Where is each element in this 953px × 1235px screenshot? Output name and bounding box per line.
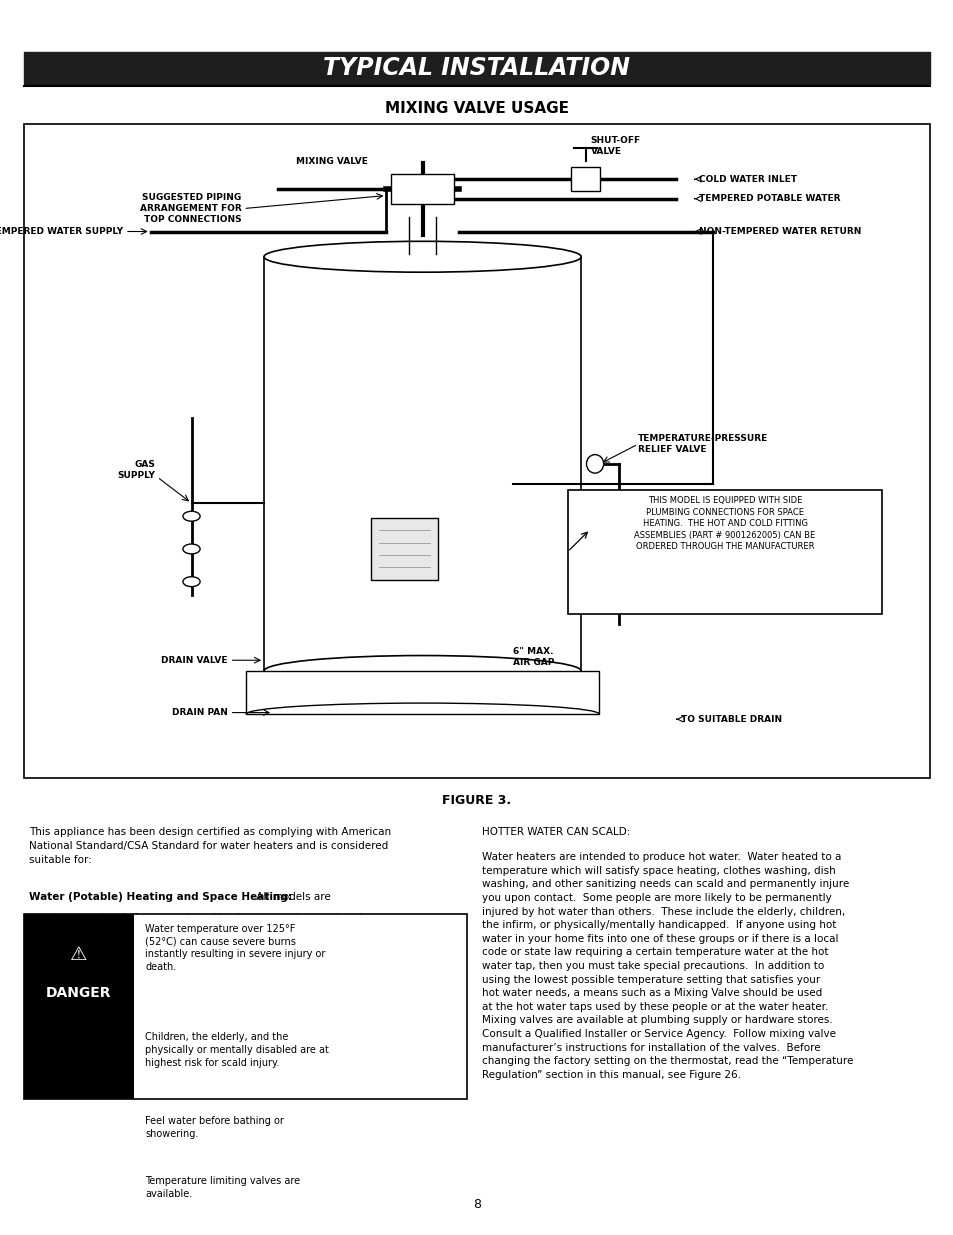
Bar xyxy=(371,519,437,580)
Text: THIS MODEL IS EQUIPPED WITH SIDE
PLUMBING CONNECTIONS FOR SPACE
HEATING.  THE HO: THIS MODEL IS EQUIPPED WITH SIDE PLUMBIN… xyxy=(634,496,815,551)
Text: 6" MAX.
AIR GAP: 6" MAX. AIR GAP xyxy=(513,647,554,667)
Text: TYPICAL INSTALLATION: TYPICAL INSTALLATION xyxy=(323,56,630,80)
Ellipse shape xyxy=(183,577,200,587)
Text: Feel water before bathing or
showering.: Feel water before bathing or showering. xyxy=(145,1116,284,1139)
Text: Water temperature over 125°F
(52°C) can cause severe burns
instantly resulting i: Water temperature over 125°F (52°C) can … xyxy=(145,924,325,972)
Text: 8: 8 xyxy=(473,1198,480,1210)
Text: Water (Potable) Heating and Space Heating:: Water (Potable) Heating and Space Heatin… xyxy=(29,892,292,902)
Text: FIGURE 3.: FIGURE 3. xyxy=(442,794,511,808)
Text: ⚠: ⚠ xyxy=(70,945,88,963)
Text: considered suitable for water (potable) heating and space heating.: considered suitable for water (potable) … xyxy=(29,913,378,923)
Text: TEMPERATURE-PRESSURE
RELIEF VALVE: TEMPERATURE-PRESSURE RELIEF VALVE xyxy=(638,435,767,454)
Ellipse shape xyxy=(586,454,603,473)
Bar xyxy=(24,52,929,84)
Text: NON-TEMPERED WATER SUPPLY: NON-TEMPERED WATER SUPPLY xyxy=(0,227,123,236)
Text: SUGGESTED PIPING
ARRANGEMENT FOR
TOP CONNECTIONS: SUGGESTED PIPING ARRANGEMENT FOR TOP CON… xyxy=(139,193,241,225)
Bar xyxy=(24,914,467,1099)
Bar xyxy=(567,490,882,614)
Ellipse shape xyxy=(183,511,200,521)
Text: HOTTER WATER CAN SCALD:: HOTTER WATER CAN SCALD: xyxy=(481,827,630,837)
Text: Temperature limiting valves are
available.: Temperature limiting valves are availabl… xyxy=(145,1176,300,1198)
Text: SHUT-OFF
VALVE: SHUT-OFF VALVE xyxy=(590,136,640,157)
Text: DISCHARGE PIPE
(DO NOT CAP OR PLUG): DISCHARGE PIPE (DO NOT CAP OR PLUG) xyxy=(638,493,757,514)
Text: Children, the elderly, and the
physically or mentally disabled are at
highest ri: Children, the elderly, and the physicall… xyxy=(145,1032,329,1068)
Text: DRAIN VALVE: DRAIN VALVE xyxy=(161,656,228,664)
Text: NON-TEMPERED WATER RETURN: NON-TEMPERED WATER RETURN xyxy=(699,227,861,236)
Text: DANGER: DANGER xyxy=(46,986,112,999)
Ellipse shape xyxy=(183,543,200,553)
Ellipse shape xyxy=(264,241,580,272)
Bar xyxy=(264,257,580,687)
Bar xyxy=(246,671,598,714)
Bar xyxy=(24,124,929,778)
Bar xyxy=(571,167,599,191)
Text: TO SUITABLE DRAIN: TO SUITABLE DRAIN xyxy=(680,715,781,724)
Text: MIXING VALVE USAGE: MIXING VALVE USAGE xyxy=(385,101,568,116)
Text: GAS
SUPPLY: GAS SUPPLY xyxy=(117,461,155,480)
Bar xyxy=(24,914,133,1099)
Text: TEMPERED POTABLE WATER: TEMPERED POTABLE WATER xyxy=(699,194,840,204)
Text: DRAIN PAN: DRAIN PAN xyxy=(172,708,228,718)
Text: Water heaters are intended to produce hot water.  Water heated to a
temperature : Water heaters are intended to produce ho… xyxy=(481,852,852,1079)
Text: This appliance has been design certified as complying with American
National Sta: This appliance has been design certified… xyxy=(29,827,391,864)
Text: All models are: All models are xyxy=(253,892,330,902)
Text: COLD WATER INLET: COLD WATER INLET xyxy=(699,174,797,184)
Bar xyxy=(391,174,454,204)
Text: MIXING VALVE: MIXING VALVE xyxy=(296,157,368,165)
